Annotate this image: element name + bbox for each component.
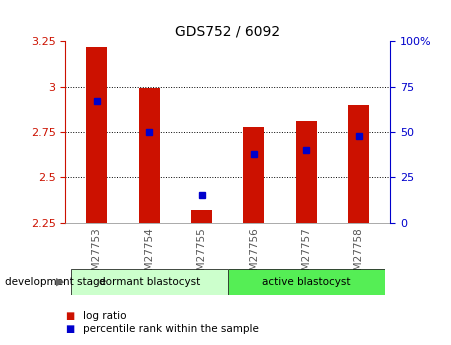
Text: dormant blastocyst: dormant blastocyst bbox=[99, 277, 200, 287]
Bar bbox=[139, 88, 160, 223]
Bar bbox=[86, 47, 107, 223]
Text: active blastocyst: active blastocyst bbox=[262, 277, 350, 287]
Text: ■: ■ bbox=[65, 311, 75, 321]
Title: GDS752 / 6092: GDS752 / 6092 bbox=[175, 25, 281, 39]
Bar bbox=[296, 121, 317, 223]
Bar bbox=[244, 127, 264, 223]
Text: ▶: ▶ bbox=[56, 277, 65, 287]
Text: log ratio: log ratio bbox=[83, 311, 127, 321]
Bar bbox=[191, 210, 212, 223]
Text: percentile rank within the sample: percentile rank within the sample bbox=[83, 325, 259, 334]
Text: ■: ■ bbox=[65, 325, 75, 334]
Text: development stage: development stage bbox=[5, 277, 109, 287]
Bar bbox=[348, 105, 369, 223]
